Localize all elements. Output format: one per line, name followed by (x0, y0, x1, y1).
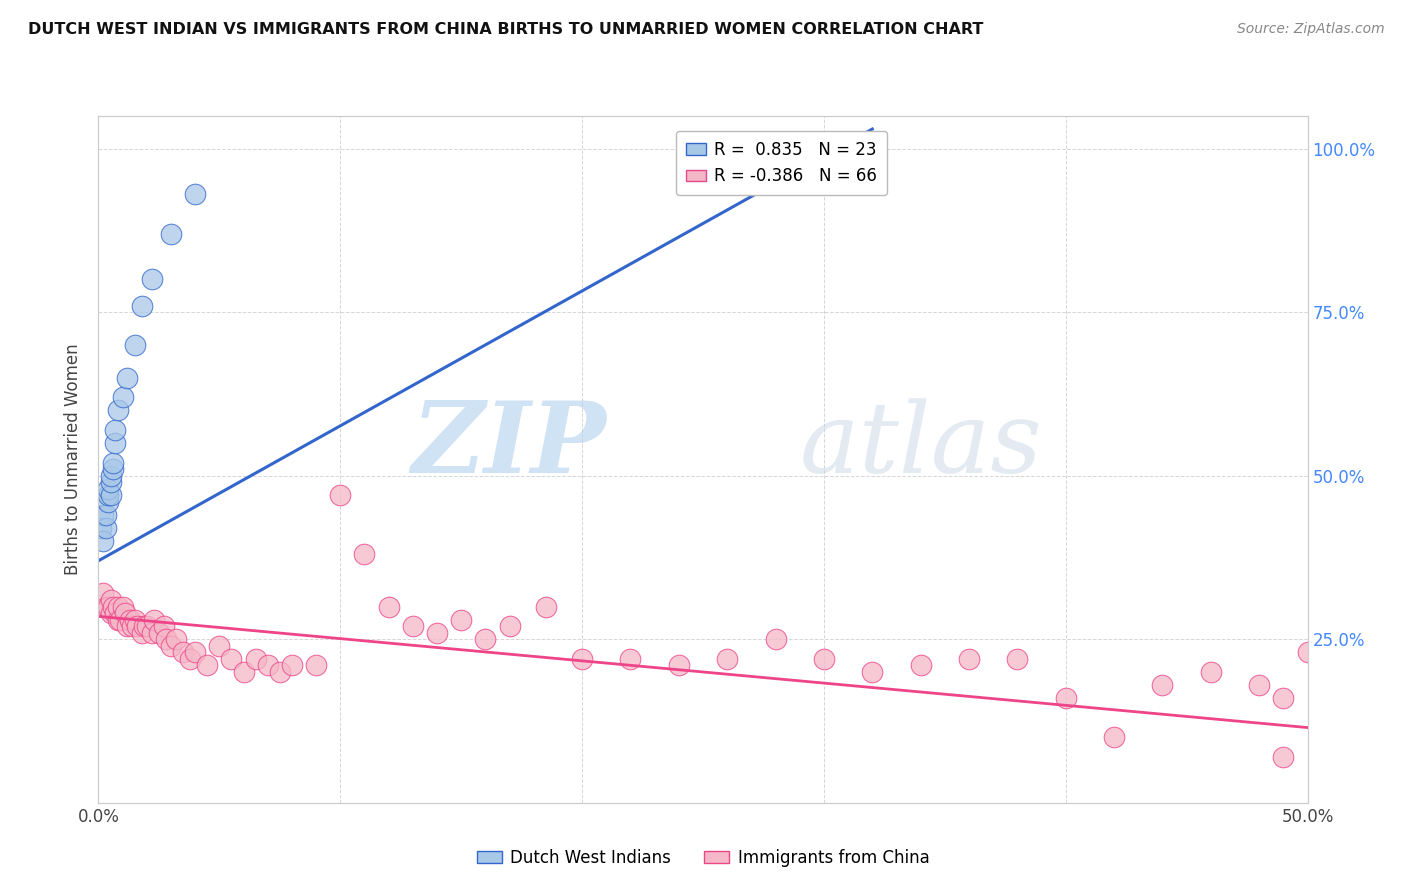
Point (329, 488, 352, 502)
Point (1102, 731, 1125, 745)
Point (957, 652, 980, 666)
Point (94, 599, 117, 614)
Legend: Dutch West Indians, Immigrants from China: Dutch West Indians, Immigrants from Chin… (470, 842, 936, 873)
Point (124, 338, 146, 352)
Point (90, 521, 112, 535)
Point (111, 390, 134, 404)
Point (91, 534, 114, 549)
Point (148, 625, 170, 640)
Point (141, 625, 163, 640)
Point (107, 403, 129, 417)
Point (232, 665, 254, 679)
Point (107, 613, 129, 627)
Point (91, 508, 114, 522)
Point (765, 632, 787, 647)
Point (571, 652, 593, 666)
Point (135, 619, 157, 633)
Text: ZIP: ZIP (412, 398, 606, 494)
Point (94, 508, 117, 522)
Point (121, 619, 143, 633)
Point (668, 658, 690, 673)
Point (117, 370, 139, 384)
Point (127, 619, 149, 633)
Point (107, 599, 129, 614)
Point (141, 272, 163, 286)
Point (305, 658, 328, 673)
Point (152, 619, 174, 633)
Point (245, 652, 267, 666)
Point (221, 652, 243, 666)
Point (100, 606, 122, 620)
Point (195, 658, 218, 673)
Point (155, 632, 177, 647)
Point (101, 599, 124, 614)
Point (131, 625, 153, 640)
Point (813, 652, 835, 666)
Point (100, 475, 122, 490)
Point (1007, 652, 1029, 666)
Point (1272, 691, 1295, 706)
Point (97, 495, 120, 509)
Point (100, 468, 122, 483)
Text: DUTCH WEST INDIAN VS IMMIGRANTS FROM CHINA BIRTHS TO UNMARRIED WOMEN CORRELATION: DUTCH WEST INDIAN VS IMMIGRANTS FROM CHI… (28, 22, 983, 37)
Point (1054, 691, 1077, 706)
Point (114, 606, 136, 620)
Point (124, 613, 146, 627)
Point (134, 619, 156, 633)
Point (131, 299, 153, 313)
Point (450, 613, 472, 627)
Point (353, 547, 375, 561)
Point (179, 652, 201, 666)
Point (91, 586, 114, 600)
Point (117, 619, 139, 633)
Point (1296, 645, 1319, 659)
Point (1199, 665, 1222, 679)
Point (100, 593, 122, 607)
Point (860, 665, 883, 679)
Point (94, 521, 117, 535)
Point (184, 645, 207, 659)
Point (104, 423, 127, 437)
Point (377, 599, 399, 614)
Point (184, 187, 207, 202)
Point (208, 639, 231, 653)
Point (910, 658, 932, 673)
Point (281, 658, 304, 673)
Point (165, 632, 187, 647)
Point (111, 599, 134, 614)
Point (97, 599, 120, 614)
Point (97, 488, 120, 502)
Point (118, 613, 141, 627)
Point (426, 625, 449, 640)
Point (269, 665, 291, 679)
Point (1152, 678, 1174, 692)
Text: atlas: atlas (800, 398, 1042, 493)
Point (160, 227, 183, 241)
Point (474, 632, 496, 647)
Point (100, 488, 122, 502)
Point (1249, 678, 1271, 692)
Point (498, 619, 520, 633)
Point (160, 639, 183, 653)
Point (108, 613, 131, 627)
Text: Source: ZipAtlas.com: Source: ZipAtlas.com (1237, 22, 1385, 37)
Point (172, 645, 194, 659)
Point (101, 462, 124, 476)
Point (534, 599, 557, 614)
Point (402, 619, 425, 633)
Point (97, 482, 120, 496)
Point (104, 436, 127, 450)
Point (101, 456, 124, 470)
Point (1272, 750, 1295, 764)
Point (104, 606, 127, 620)
Point (716, 652, 738, 666)
Point (256, 658, 278, 673)
Point (619, 652, 641, 666)
Y-axis label: Births to Unmarried Women: Births to Unmarried Women (65, 343, 83, 575)
Point (143, 613, 166, 627)
